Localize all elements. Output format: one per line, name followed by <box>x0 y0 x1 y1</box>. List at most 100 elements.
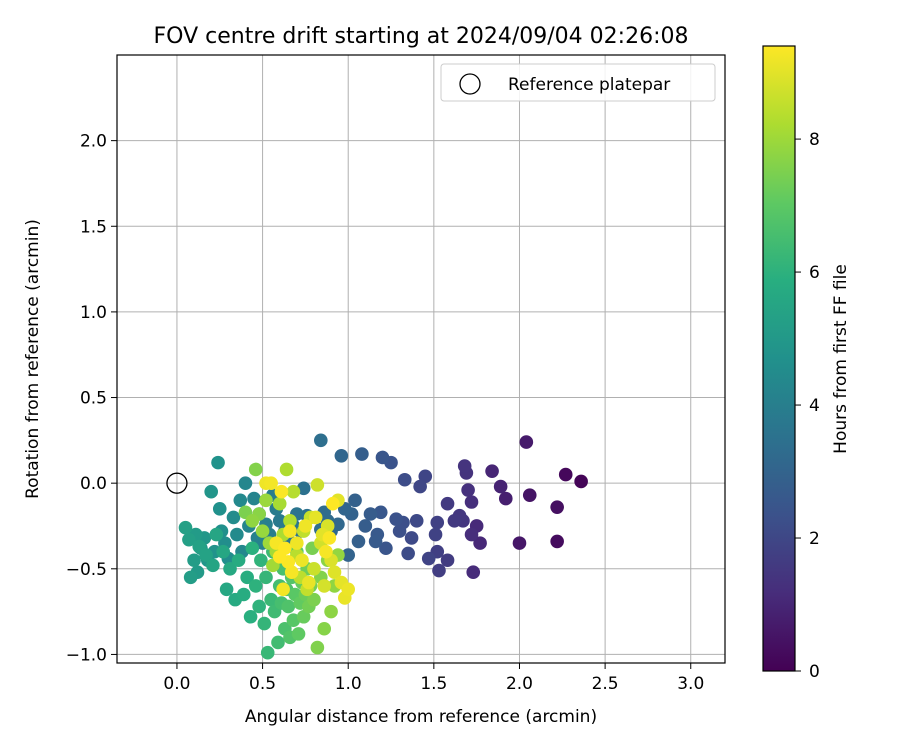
y-tick-label: 2.0 <box>80 132 107 152</box>
y-axis-label: Rotation from reference (arcmin) <box>23 219 43 499</box>
data-point <box>274 484 289 499</box>
data-point <box>373 505 388 520</box>
data-point <box>231 553 246 568</box>
x-tick-label: 3.0 <box>677 674 704 694</box>
data-point <box>290 536 304 550</box>
colorbar-tick-label: 4 <box>809 396 820 416</box>
y-tick-label: −1.0 <box>66 645 107 665</box>
x-tick-label: 1.0 <box>335 674 362 694</box>
data-point <box>447 514 462 528</box>
legend-entry-label: Reference platepar <box>508 75 670 95</box>
data-point <box>279 462 294 477</box>
data-point <box>248 462 263 477</box>
data-point <box>351 534 366 549</box>
data-point <box>307 562 321 576</box>
data-point <box>233 493 248 508</box>
data-point <box>178 520 193 535</box>
x-axis-label: Angular distance from reference (arcmin) <box>245 707 597 727</box>
data-point <box>498 491 513 506</box>
y-tick-label: 1.5 <box>80 217 107 237</box>
data-point <box>259 570 273 585</box>
data-point <box>183 570 198 585</box>
colorbar-label: Hours from first FF file <box>831 264 851 454</box>
data-point <box>341 548 356 562</box>
data-point <box>238 476 253 490</box>
plot-frame <box>116 54 726 664</box>
data-point <box>283 514 297 528</box>
data-point <box>245 541 260 556</box>
x-tick-label: 1.5 <box>420 674 447 694</box>
data-point <box>355 447 369 461</box>
data-point <box>358 519 373 533</box>
data-point <box>317 621 332 636</box>
data-points <box>178 433 588 660</box>
data-point <box>574 474 588 489</box>
data-point <box>327 565 342 580</box>
data-point <box>363 507 378 521</box>
data-point <box>334 448 349 463</box>
data-point <box>219 582 234 597</box>
data-point <box>272 514 287 528</box>
data-point <box>310 640 325 655</box>
data-point <box>493 479 508 494</box>
data-point <box>284 565 299 580</box>
data-point <box>485 464 499 478</box>
data-point <box>240 570 254 585</box>
data-point <box>271 635 285 650</box>
y-tick-label: −0.5 <box>66 560 107 580</box>
data-point <box>257 616 272 631</box>
data-point <box>466 565 481 580</box>
legend-marker-icon <box>459 73 481 95</box>
data-point <box>325 496 340 511</box>
data-point <box>428 527 443 542</box>
data-point <box>206 558 220 573</box>
colorbar-tick-label: 8 <box>809 130 820 150</box>
data-point <box>310 478 325 492</box>
data-point <box>461 483 475 497</box>
data-point <box>440 496 455 511</box>
colorbar-tick-label: 6 <box>809 263 820 283</box>
reference-platepar-point <box>166 472 188 494</box>
data-point <box>421 551 436 566</box>
x-axis-ticks: 0.0 0.5 1.0 1.5 2.0 2.5 3.0 <box>163 663 704 694</box>
data-point <box>397 472 412 487</box>
data-point <box>558 467 573 482</box>
reference-marker <box>166 472 188 494</box>
data-point <box>182 532 196 547</box>
data-point <box>298 519 313 533</box>
data-point <box>413 479 427 494</box>
data-point <box>464 527 479 542</box>
data-point <box>317 579 332 593</box>
data-point <box>223 562 237 576</box>
data-point <box>252 599 266 614</box>
data-point <box>255 524 270 538</box>
data-point <box>286 484 301 499</box>
colorbar-tick-label: 0 <box>809 662 820 682</box>
data-point <box>264 476 278 490</box>
data-point <box>212 502 227 516</box>
data-point <box>259 493 273 508</box>
data-point <box>392 524 407 538</box>
data-point <box>404 531 419 545</box>
y-axis-ticks: −1.0 −0.5 0.0 0.5 1.0 1.5 2.0 <box>66 132 117 665</box>
data-point <box>248 579 263 593</box>
data-point <box>401 546 415 561</box>
data-point <box>245 514 260 528</box>
data-point <box>276 582 290 597</box>
data-point <box>283 524 297 538</box>
data-point <box>375 450 390 465</box>
colorbar-tick-label: 2 <box>809 529 820 549</box>
data-point <box>272 496 287 511</box>
data-point <box>522 488 537 502</box>
data-point <box>389 512 403 526</box>
data-point <box>264 592 278 607</box>
data-point <box>314 433 328 448</box>
x-tick-label: 2.5 <box>592 674 619 694</box>
data-point <box>379 541 393 556</box>
data-point <box>457 459 472 473</box>
data-point <box>187 553 201 568</box>
data-point <box>291 627 306 641</box>
data-point <box>209 527 224 542</box>
data-point <box>272 550 287 564</box>
data-point <box>348 493 362 508</box>
